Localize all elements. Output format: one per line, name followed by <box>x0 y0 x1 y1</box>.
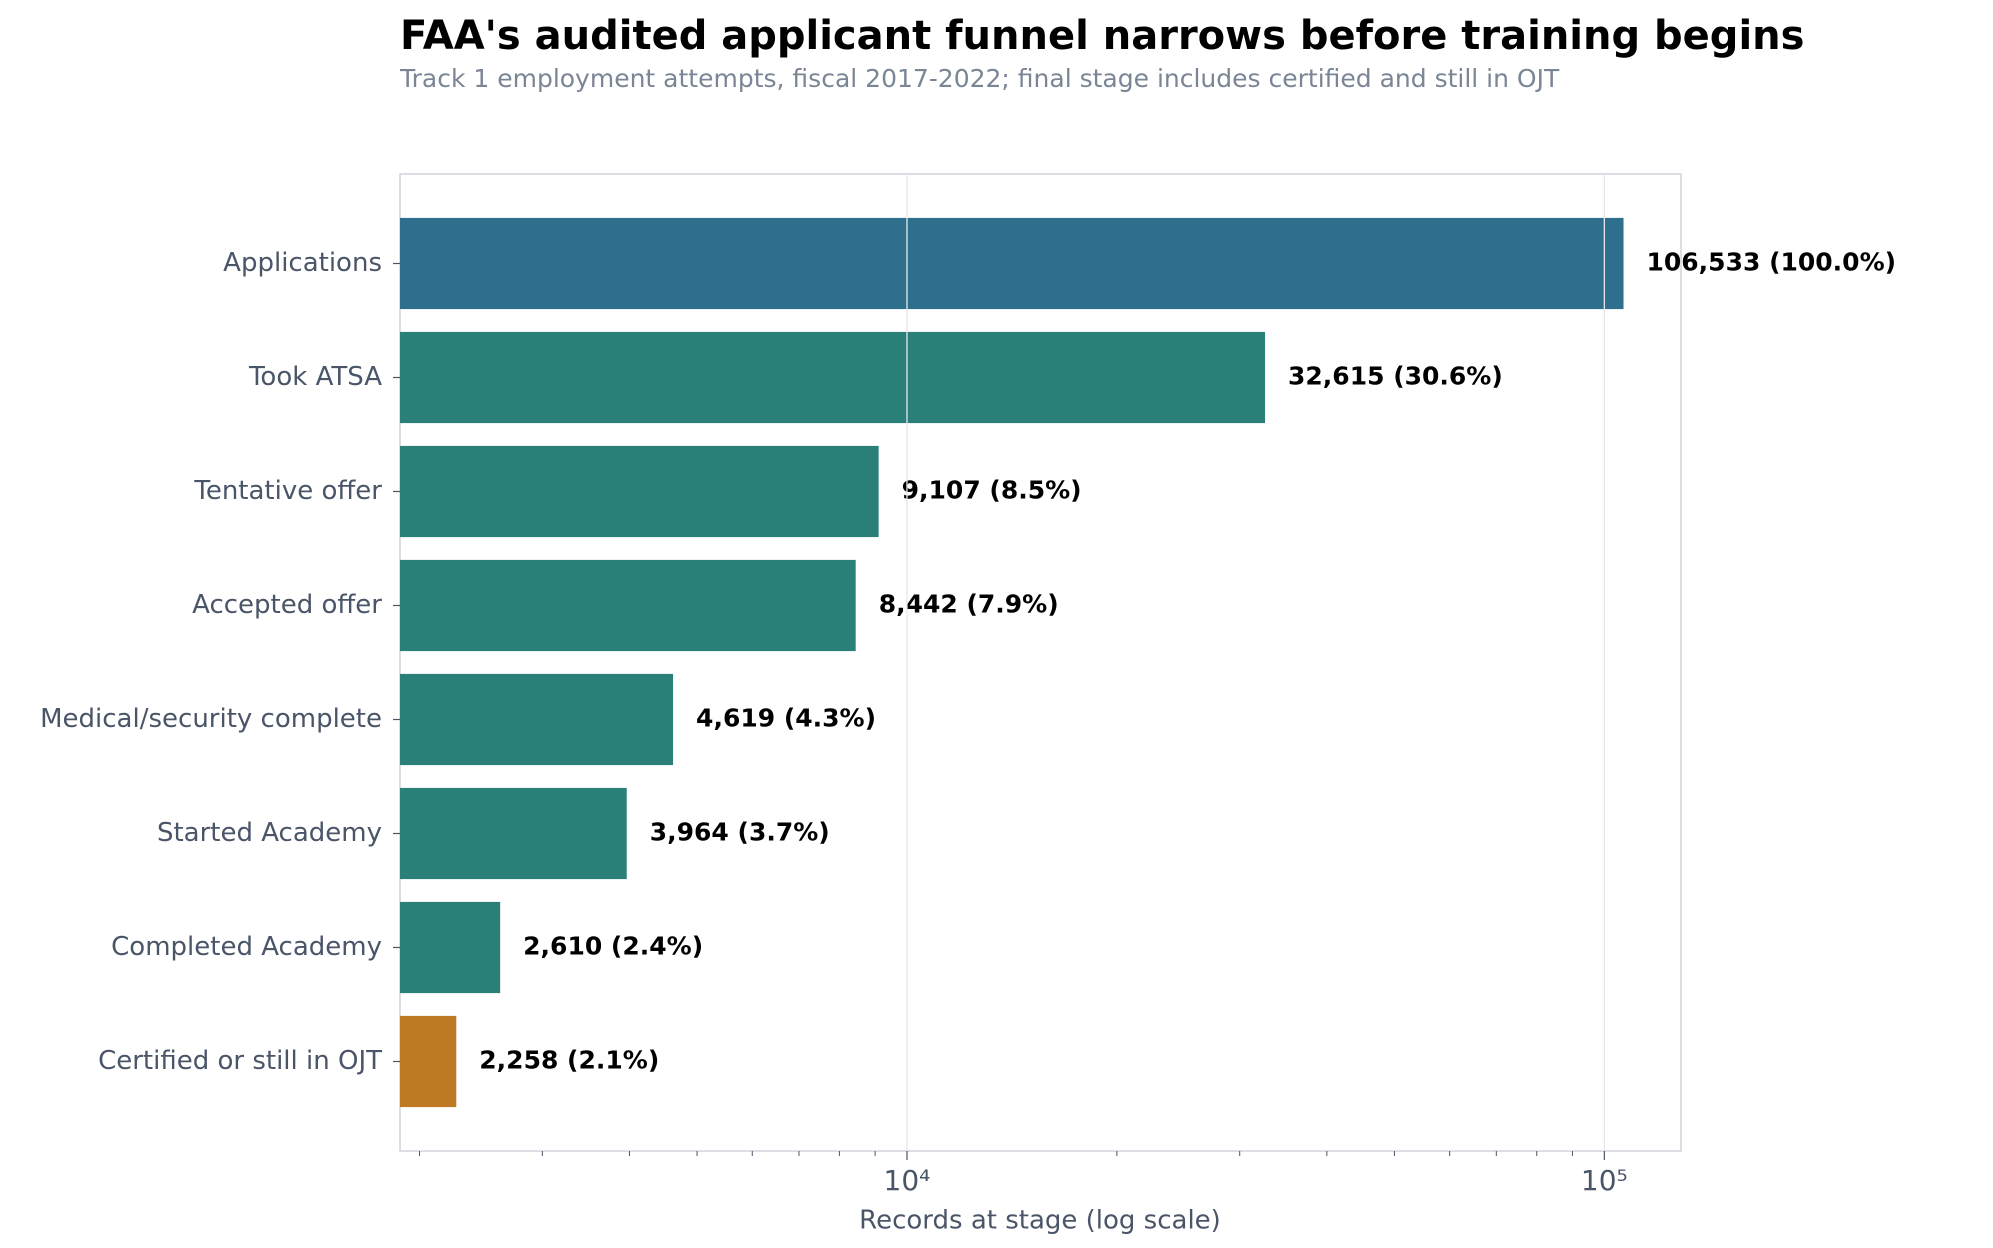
bar <box>400 901 501 994</box>
x-axis-label: Records at stage (log scale) <box>859 1206 1221 1236</box>
x-tick-label: 10⁴ <box>884 1164 931 1197</box>
bar <box>400 331 1266 424</box>
y-tick-label: Tentative offer <box>193 476 382 506</box>
y-tick-label: Medical/security complete <box>40 704 382 734</box>
value-label: 4,619 (4.3%) <box>696 704 876 733</box>
chart-subtitle: Track 1 employment attempts, fiscal 2017… <box>399 64 1560 93</box>
value-label: 3,964 (3.7%) <box>650 818 830 847</box>
bar <box>400 1015 457 1108</box>
y-tick-label: Completed Academy <box>111 932 382 962</box>
x-tick-label: 10⁵ <box>1581 1164 1628 1197</box>
bar <box>400 673 674 766</box>
y-tick-label: Accepted offer <box>192 590 382 620</box>
value-label: 2,610 (2.4%) <box>523 932 703 961</box>
y-tick-label: Certified or still in OJT <box>98 1046 382 1076</box>
value-label: 106,533 (100.0%) <box>1647 248 1897 277</box>
value-label: 2,258 (2.1%) <box>479 1046 659 1075</box>
value-label: 9,107 (8.5%) <box>902 476 1082 505</box>
bar <box>400 217 1624 310</box>
plot-frame <box>399 173 1682 1152</box>
y-tick-label: Took ATSA <box>248 362 382 392</box>
value-label: 32,615 (30.6%) <box>1288 362 1503 391</box>
bar <box>400 445 879 538</box>
y-tick-label: Started Academy <box>157 818 382 848</box>
bar <box>400 787 627 880</box>
value-label: 8,442 (7.9%) <box>879 590 1059 619</box>
bar <box>400 559 856 652</box>
chart-title: FAA's audited applicant funnel narrows b… <box>400 13 1804 59</box>
y-tick-label: Applications <box>223 248 382 278</box>
